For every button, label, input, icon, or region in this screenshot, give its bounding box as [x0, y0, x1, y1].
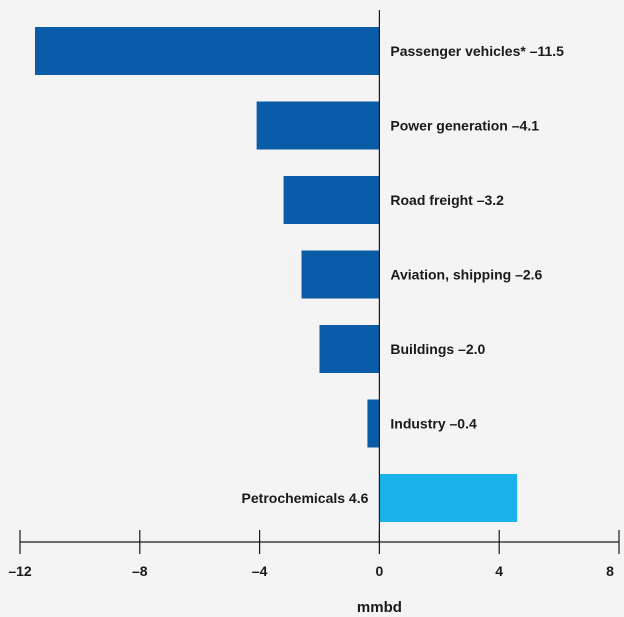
bar-label-6: Petrochemicals 4.6	[242, 490, 369, 506]
bar-5	[367, 399, 380, 448]
bar-label-5: Industry –0.4	[390, 416, 477, 432]
bar-label-3: Aviation, shipping –2.6	[390, 267, 542, 283]
bar-label-1: Power generation –4.1	[390, 118, 539, 134]
x-tick-label-5: 8	[606, 563, 614, 579]
x-tick-label-1: –8	[132, 563, 148, 579]
x-tick-label-0: –12	[8, 563, 32, 579]
bar-1	[256, 101, 380, 150]
bar-0	[34, 27, 380, 75]
bar-label-2: Road freight –3.2	[390, 192, 504, 208]
bar-6	[379, 474, 518, 522]
x-ticks-group: –12 –8 –4 0 4 8	[8, 530, 620, 579]
bar-labels-group: Passenger vehicles* –11.5 Power generatio…	[242, 43, 565, 506]
x-tick-label-2: –4	[252, 563, 268, 579]
x-tick-label-4: 4	[495, 563, 503, 579]
bar-label-0: Passenger vehicles* –11.5	[390, 43, 564, 59]
bar-label-4: Buildings –2.0	[390, 341, 485, 357]
x-axis-title: mmbd	[357, 599, 402, 616]
x-tick-label-3: 0	[376, 563, 384, 579]
bars-group	[34, 27, 518, 522]
bar-4	[319, 325, 380, 373]
bar-2	[283, 176, 380, 224]
bar-3	[301, 250, 380, 299]
